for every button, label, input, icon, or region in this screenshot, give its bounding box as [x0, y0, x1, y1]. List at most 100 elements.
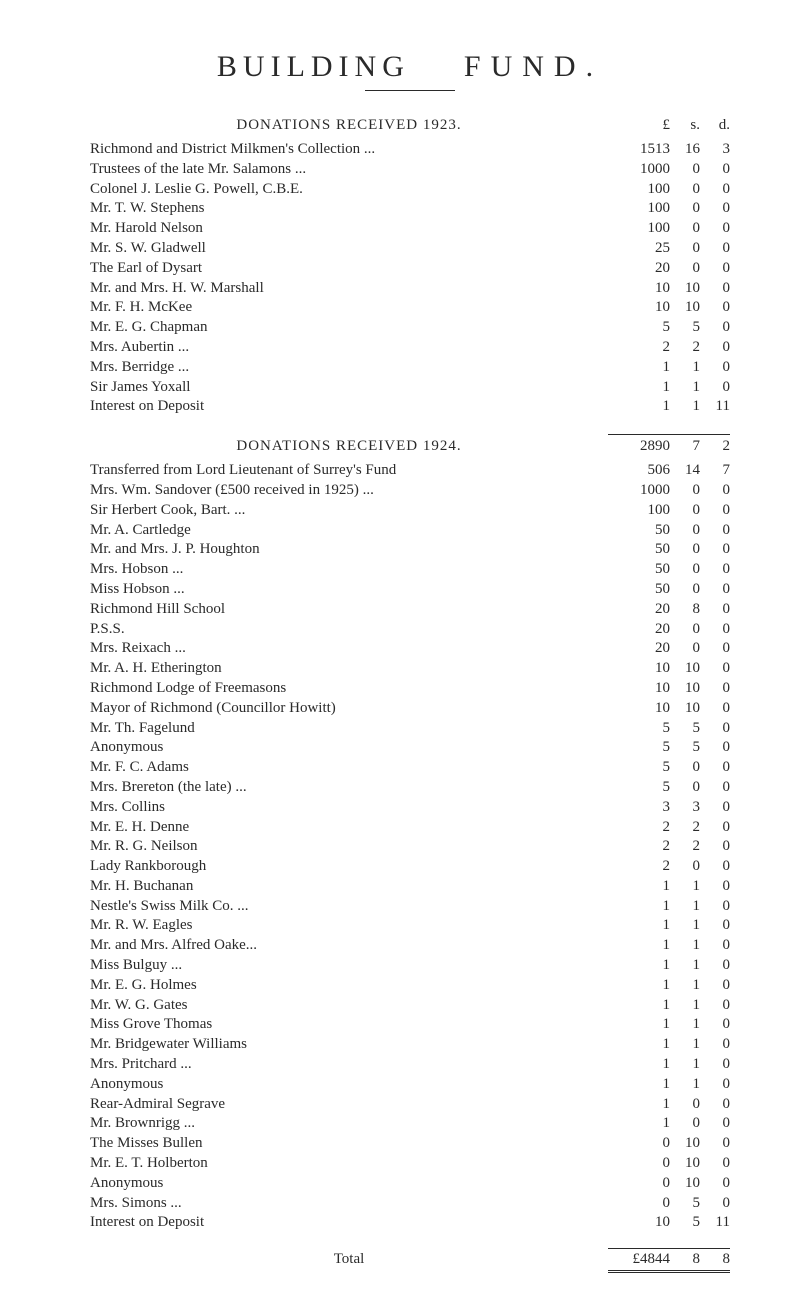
amount-shillings: 14 [670, 461, 700, 481]
amount-pence: 0 [700, 916, 730, 936]
donation-entry: Mr. and Mrs. Alfred Oake...110 [90, 936, 730, 956]
amount-shillings: 1 [670, 916, 700, 936]
donation-label: Mr. E. T. Holberton [90, 1154, 608, 1174]
donation-amounts: 100 [608, 1114, 730, 1134]
amount-shillings: 2 [670, 837, 700, 857]
amount-pence: 0 [700, 976, 730, 996]
subtotal-pounds: 2890 [608, 438, 670, 455]
donation-entry: Nestle's Swiss Milk Co. ...110 [90, 897, 730, 917]
amount-pounds: 10 [608, 699, 670, 719]
donation-label: Miss Grove Thomas [90, 1015, 608, 1035]
donation-amounts: 0100 [608, 1154, 730, 1174]
amount-pounds: 20 [608, 639, 670, 659]
donation-entry: Mr. A. H. Etherington10100 [90, 659, 730, 679]
donation-label: Nestle's Swiss Milk Co. ... [90, 897, 608, 917]
donation-label: Mr. Bridgewater Williams [90, 1035, 608, 1055]
amount-shillings: 1 [670, 996, 700, 1016]
amount-shillings: 1 [670, 936, 700, 956]
amount-shillings: 1 [670, 1015, 700, 1035]
amount-pence: 0 [700, 699, 730, 719]
amount-shillings: 0 [670, 199, 700, 219]
donation-entry: Mrs. Berridge ...110 [90, 358, 730, 378]
donation-amounts: 2000 [608, 639, 730, 659]
donation-entry: Mr. T. W. Stephens10000 [90, 199, 730, 219]
donation-entry: Mr. and Mrs. J. P. Houghton5000 [90, 540, 730, 560]
amount-shillings: 0 [670, 219, 700, 239]
donation-amounts: 550 [608, 318, 730, 338]
amount-shillings: 16 [670, 140, 700, 160]
page-title: BUILDING FUND. [90, 50, 730, 84]
amount-shillings: 5 [670, 1213, 700, 1233]
amount-shillings: 0 [670, 521, 700, 541]
amount-pence: 0 [700, 239, 730, 259]
donation-entry: Mr. Th. Fagelund550 [90, 719, 730, 739]
donation-amounts: 110 [608, 1055, 730, 1075]
amount-pounds: 1 [608, 916, 670, 936]
amount-pounds: 2 [608, 818, 670, 838]
donation-entry: Mr. W. G. Gates110 [90, 996, 730, 1016]
amount-pence: 0 [700, 378, 730, 398]
amount-pounds: 506 [608, 461, 670, 481]
amount-shillings: 1 [670, 358, 700, 378]
amount-shillings: 1 [670, 1055, 700, 1075]
donation-amounts: 5000 [608, 540, 730, 560]
total-pence: 8 [700, 1251, 730, 1268]
amount-pence: 0 [700, 279, 730, 299]
amount-pounds: 5 [608, 318, 670, 338]
amount-pence: 0 [700, 358, 730, 378]
amount-shillings: 0 [670, 778, 700, 798]
amount-pounds: 1000 [608, 481, 670, 501]
donation-label: Mr. F. C. Adams [90, 758, 608, 778]
donation-label: Mrs. Pritchard ... [90, 1055, 608, 1075]
donation-label: Anonymous [90, 1075, 608, 1095]
amount-pence: 0 [700, 1174, 730, 1194]
amount-pounds: 1 [608, 1075, 670, 1095]
amount-pounds: 2 [608, 338, 670, 358]
page: BUILDING FUND. DONATIONS RECEIVED 1923. … [0, 0, 800, 1313]
amount-shillings: 1 [670, 1075, 700, 1095]
donation-label: Interest on Deposit [90, 397, 608, 417]
donation-label: Lady Rankborough [90, 857, 608, 877]
amount-pence: 0 [700, 1055, 730, 1075]
donation-amounts: 10000 [608, 501, 730, 521]
donation-amounts: 110 [608, 358, 730, 378]
amount-pounds: 1000 [608, 160, 670, 180]
amount-pounds: 1 [608, 1095, 670, 1115]
subtotal-shillings: 7 [670, 438, 700, 455]
amount-pence: 0 [700, 298, 730, 318]
amount-pounds: 20 [608, 620, 670, 640]
donation-label: Mr. H. Buchanan [90, 877, 608, 897]
donation-amounts: 500 [608, 758, 730, 778]
title-word-1: BUILDING [217, 50, 410, 83]
donation-amounts: 110 [608, 936, 730, 956]
amount-pence: 11 [700, 397, 730, 417]
donation-entry: Mr. E. G. Holmes110 [90, 976, 730, 996]
section-1923-header: DONATIONS RECEIVED 1923. £ s. d. [90, 117, 730, 134]
donation-entry: Mrs. Simons ...050 [90, 1194, 730, 1214]
amount-pounds: 1 [608, 397, 670, 417]
donation-label: Mayor of Richmond (Councillor Howitt) [90, 699, 608, 719]
donation-amounts: 110 [608, 956, 730, 976]
entries-1924: Transferred from Lord Lieutenant of Surr… [90, 461, 730, 1233]
amount-pence: 0 [700, 897, 730, 917]
amount-shillings: 10 [670, 659, 700, 679]
donation-label: Richmond and District Milkmen's Collecti… [90, 140, 608, 160]
donation-entry: Mrs. Pritchard ...110 [90, 1055, 730, 1075]
donation-entry: Mr. Harold Nelson10000 [90, 219, 730, 239]
donation-entry: Interest on Deposit10511 [90, 1213, 730, 1233]
amount-shillings: 10 [670, 1174, 700, 1194]
donation-amounts: 100000 [608, 160, 730, 180]
amount-shillings: 0 [670, 620, 700, 640]
section-1924-header: DONATIONS RECEIVED 1924. 2890 7 2 [90, 431, 730, 455]
amount-pounds: 0 [608, 1154, 670, 1174]
donation-entry: Sir James Yoxall110 [90, 378, 730, 398]
donation-amounts: 220 [608, 818, 730, 838]
amount-pounds: 3 [608, 798, 670, 818]
donation-amounts: 330 [608, 798, 730, 818]
donation-entry: Mr. Brownrigg ...100 [90, 1114, 730, 1134]
amount-pounds: 2 [608, 857, 670, 877]
donation-amounts: 5000 [608, 521, 730, 541]
donation-amounts: 110 [608, 897, 730, 917]
donation-amounts: 10100 [608, 298, 730, 318]
donation-label: Mr. and Mrs. H. W. Marshall [90, 279, 608, 299]
